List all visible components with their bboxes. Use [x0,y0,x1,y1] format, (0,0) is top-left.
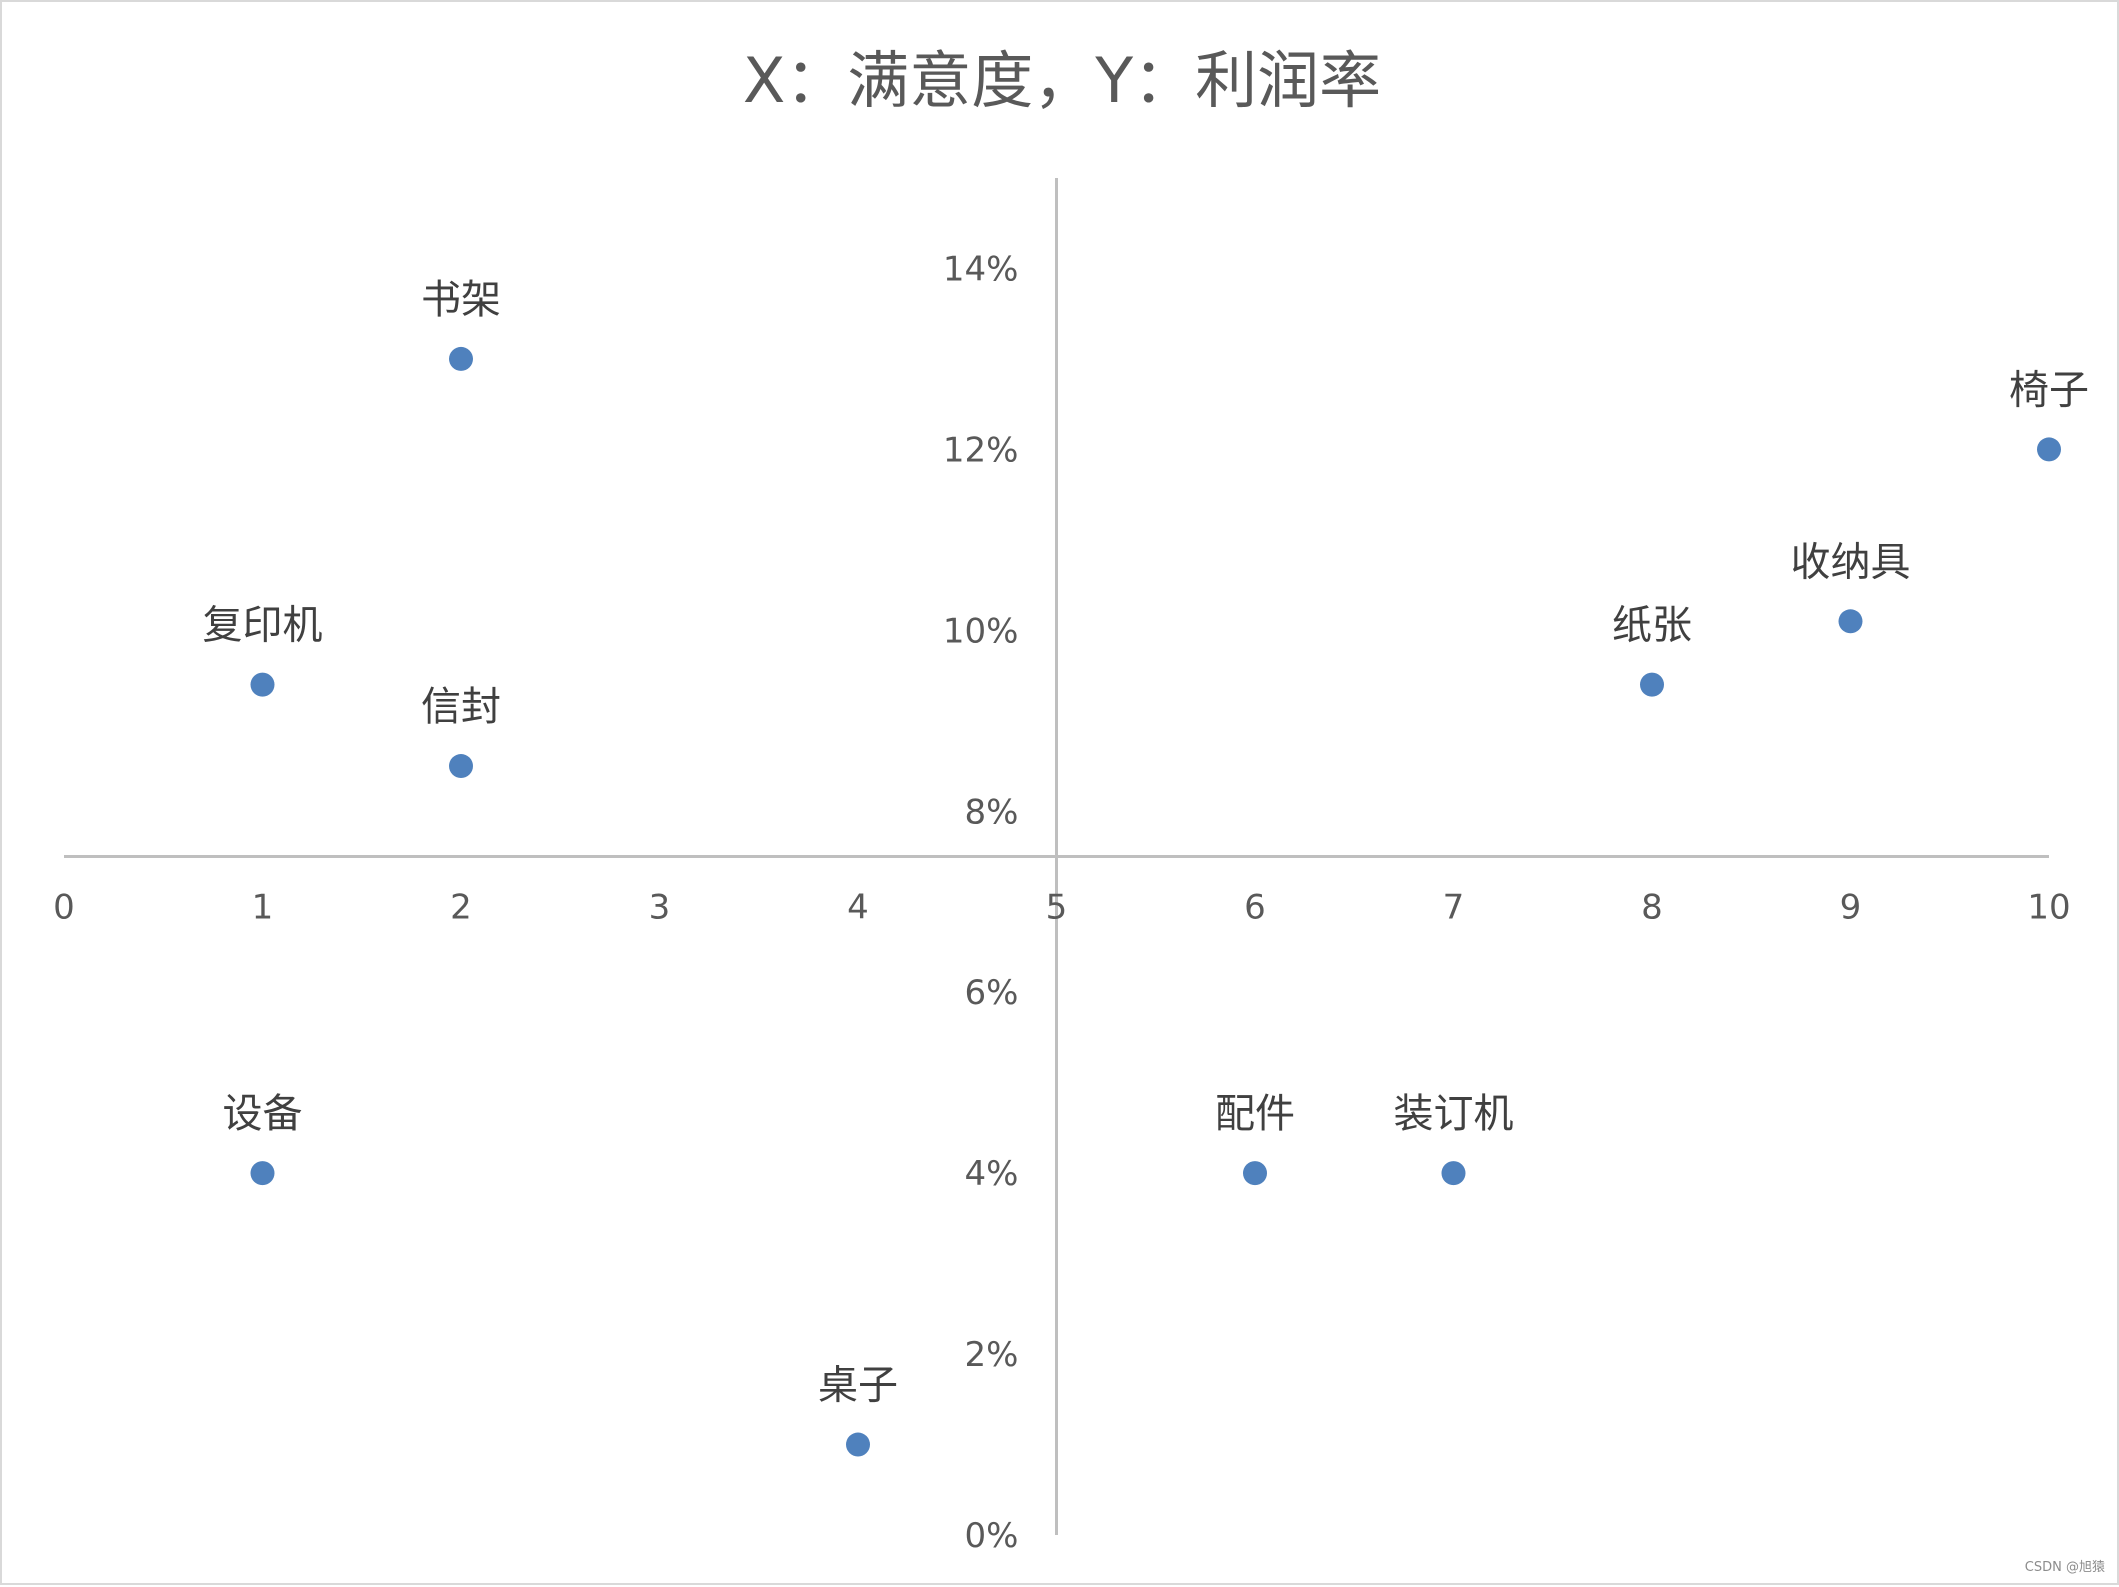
x-tick-label: 7 [1443,888,1465,928]
data-point [250,672,275,697]
data-label: 纸张 [1612,603,1692,649]
y-tick-label: 8% [965,792,1019,832]
tick-labels: 0 1 2 3 4 5 6 7 8 9 10 0% 2% 4% 6% 8% 10% 12% 14% [53,249,2070,1556]
data-point [1441,1161,1466,1186]
x-tick-label: 9 [1840,888,1862,928]
y-tick-label: 6% [965,973,1019,1013]
data-label: 椅子 [2009,367,2089,413]
data-point [2037,437,2061,462]
data-label: 书架 [421,277,501,323]
x-tick-label: 8 [1641,888,1663,928]
x-tick-label: 0 [53,888,75,928]
x-tick-label: 3 [649,888,671,928]
data-point [1838,609,1863,634]
chart-title: X：满意度，Y：利润率 [743,44,1381,117]
data-point [846,1432,870,1457]
data-label: 装订机 [1394,1091,1514,1137]
x-tick-label: 1 [252,888,274,928]
data-point [250,1161,275,1186]
data-label: 收纳具 [1791,539,1911,585]
y-tick-label: 4% [965,1154,1019,1194]
data-point [449,754,473,779]
data-point [1640,672,1664,697]
axes [64,178,2049,1535]
x-tick-label: 2 [450,888,472,928]
data-label: 信封 [421,684,501,730]
y-tick-label: 0% [965,1516,1019,1556]
data-label: 复印机 [203,603,323,649]
y-tick-label: 12% [943,430,1019,470]
data-label: 设备 [223,1091,303,1137]
data-point [1243,1161,1267,1186]
data-point [449,346,473,371]
data-label: 配件 [1215,1091,1295,1137]
data-label: 桌子 [818,1363,898,1409]
y-tick-label: 10% [943,611,1019,651]
x-tick-label: 5 [1046,888,1068,928]
y-tick-label: 2% [965,1335,1019,1375]
y-tick-label: 14% [943,249,1019,289]
x-tick-label: 4 [847,888,869,928]
x-tick-label: 10 [2027,888,2070,928]
x-tick-label: 6 [1244,888,1266,928]
data-points [250,346,2061,1457]
watermark: CSDN @旭猿 [2024,1560,2105,1575]
